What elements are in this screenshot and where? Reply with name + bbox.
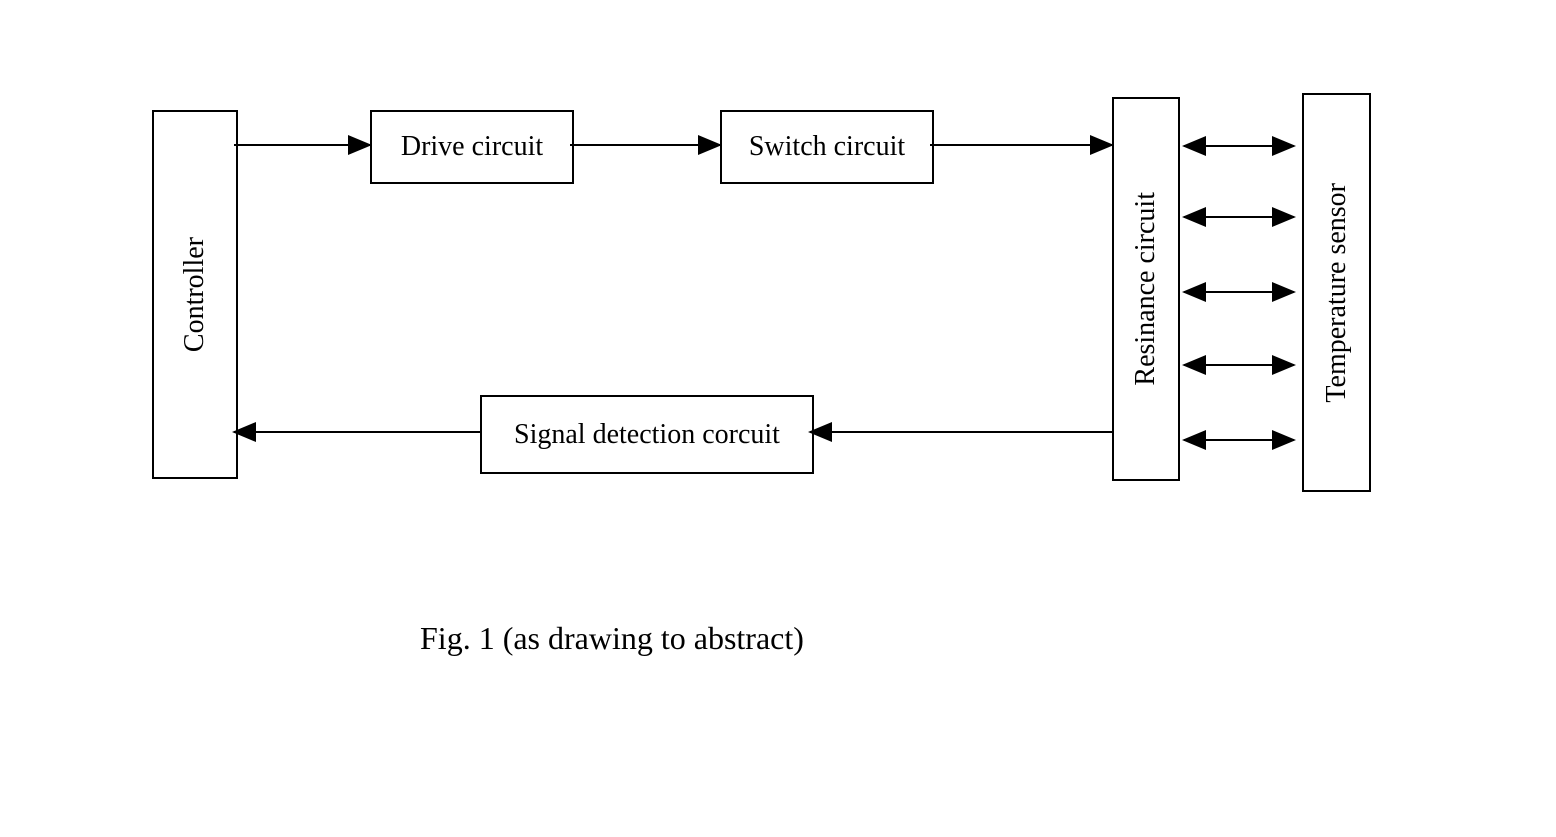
controller-box: Controller: [152, 110, 238, 479]
drive-circuit-label: Drive circuit: [401, 131, 543, 163]
figure-caption: Fig. 1 (as drawing to abstract): [420, 620, 804, 657]
temperature-label: Temperature sensor: [1321, 183, 1353, 403]
switch-circuit-label: Switch circuit: [749, 131, 905, 163]
diagram-container: Controller Drive circuit Switch circuit …: [0, 0, 1556, 837]
signal-detection-box: Signal detection corcuit: [480, 395, 814, 474]
drive-circuit-box: Drive circuit: [370, 110, 574, 184]
switch-circuit-box: Switch circuit: [720, 110, 934, 184]
signal-detection-label: Signal detection corcuit: [514, 419, 780, 451]
resonance-label: Resinance circuit: [1130, 192, 1162, 386]
resonance-box: Resinance circuit: [1112, 97, 1180, 481]
temperature-box: Temperature sensor: [1302, 93, 1371, 492]
controller-label: Controller: [179, 237, 211, 352]
